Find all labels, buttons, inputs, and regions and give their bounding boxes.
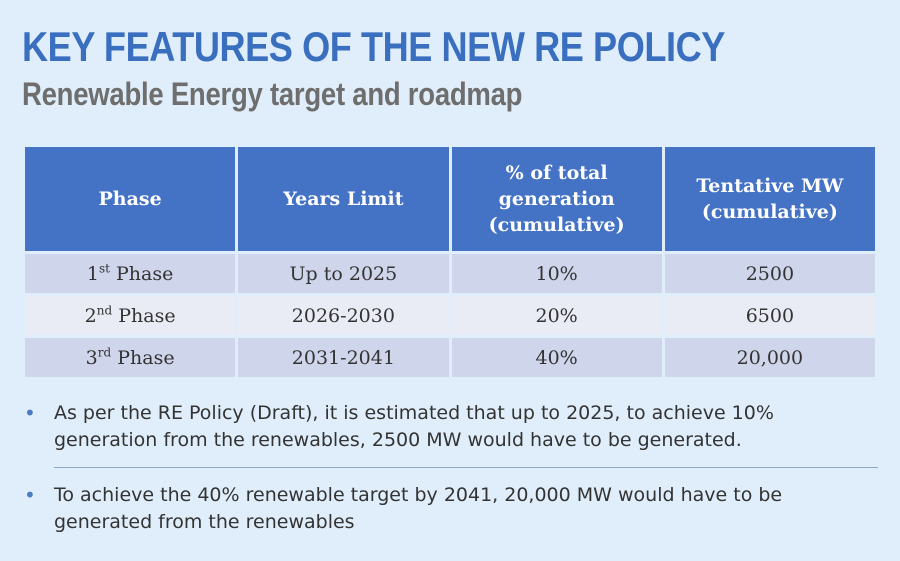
percent-cell: 20% (451, 296, 662, 335)
table-row: 2nd Phase 2026-2030 20% 6500 (25, 296, 875, 335)
list-item: • To achieve the 40% renewable target by… (22, 482, 878, 536)
phase-cell: 3rd Phase (25, 338, 236, 377)
column-header-phase: Phase (25, 147, 236, 251)
years-cell: Up to 2025 (238, 254, 449, 293)
divider (54, 467, 878, 468)
bullet-dot-icon: • (24, 483, 36, 507)
column-header-percent-generation: % of total generation (cumulative) (451, 147, 662, 251)
mw-cell: 2500 (664, 254, 875, 293)
phase-cell: 2nd Phase (25, 296, 236, 335)
page-title: KEY FEATURES OF THE NEW RE POLICY (22, 23, 725, 70)
table-row: 3rd Phase 2031-2041 40% 20,000 (25, 338, 875, 377)
list-item: • As per the RE Policy (Draft), it is es… (22, 400, 878, 454)
notes-list: • As per the RE Policy (Draft), it is es… (22, 400, 878, 536)
note-text: To achieve the 40% renewable target by 2… (54, 484, 783, 533)
column-header-tentative-mw: Tentative MW (cumulative) (664, 147, 875, 251)
note-text: As per the RE Policy (Draft), it is esti… (54, 402, 774, 451)
mw-cell: 6500 (664, 296, 875, 335)
percent-cell: 40% (451, 338, 662, 377)
mw-cell: 20,000 (664, 338, 875, 377)
re-roadmap-table: Phase Years Limit % of total generation … (22, 144, 878, 380)
column-header-years-limit: Years Limit (238, 147, 449, 251)
years-cell: 2026-2030 (238, 296, 449, 335)
page-subtitle: Renewable Energy target and roadmap (22, 76, 523, 112)
table-header-row: Phase Years Limit % of total generation … (25, 147, 875, 251)
bullet-dot-icon: • (24, 401, 36, 425)
percent-cell: 10% (451, 254, 662, 293)
phase-cell: 1st Phase (25, 254, 236, 293)
years-cell: 2031-2041 (238, 338, 449, 377)
table-row: 1st Phase Up to 2025 10% 2500 (25, 254, 875, 293)
